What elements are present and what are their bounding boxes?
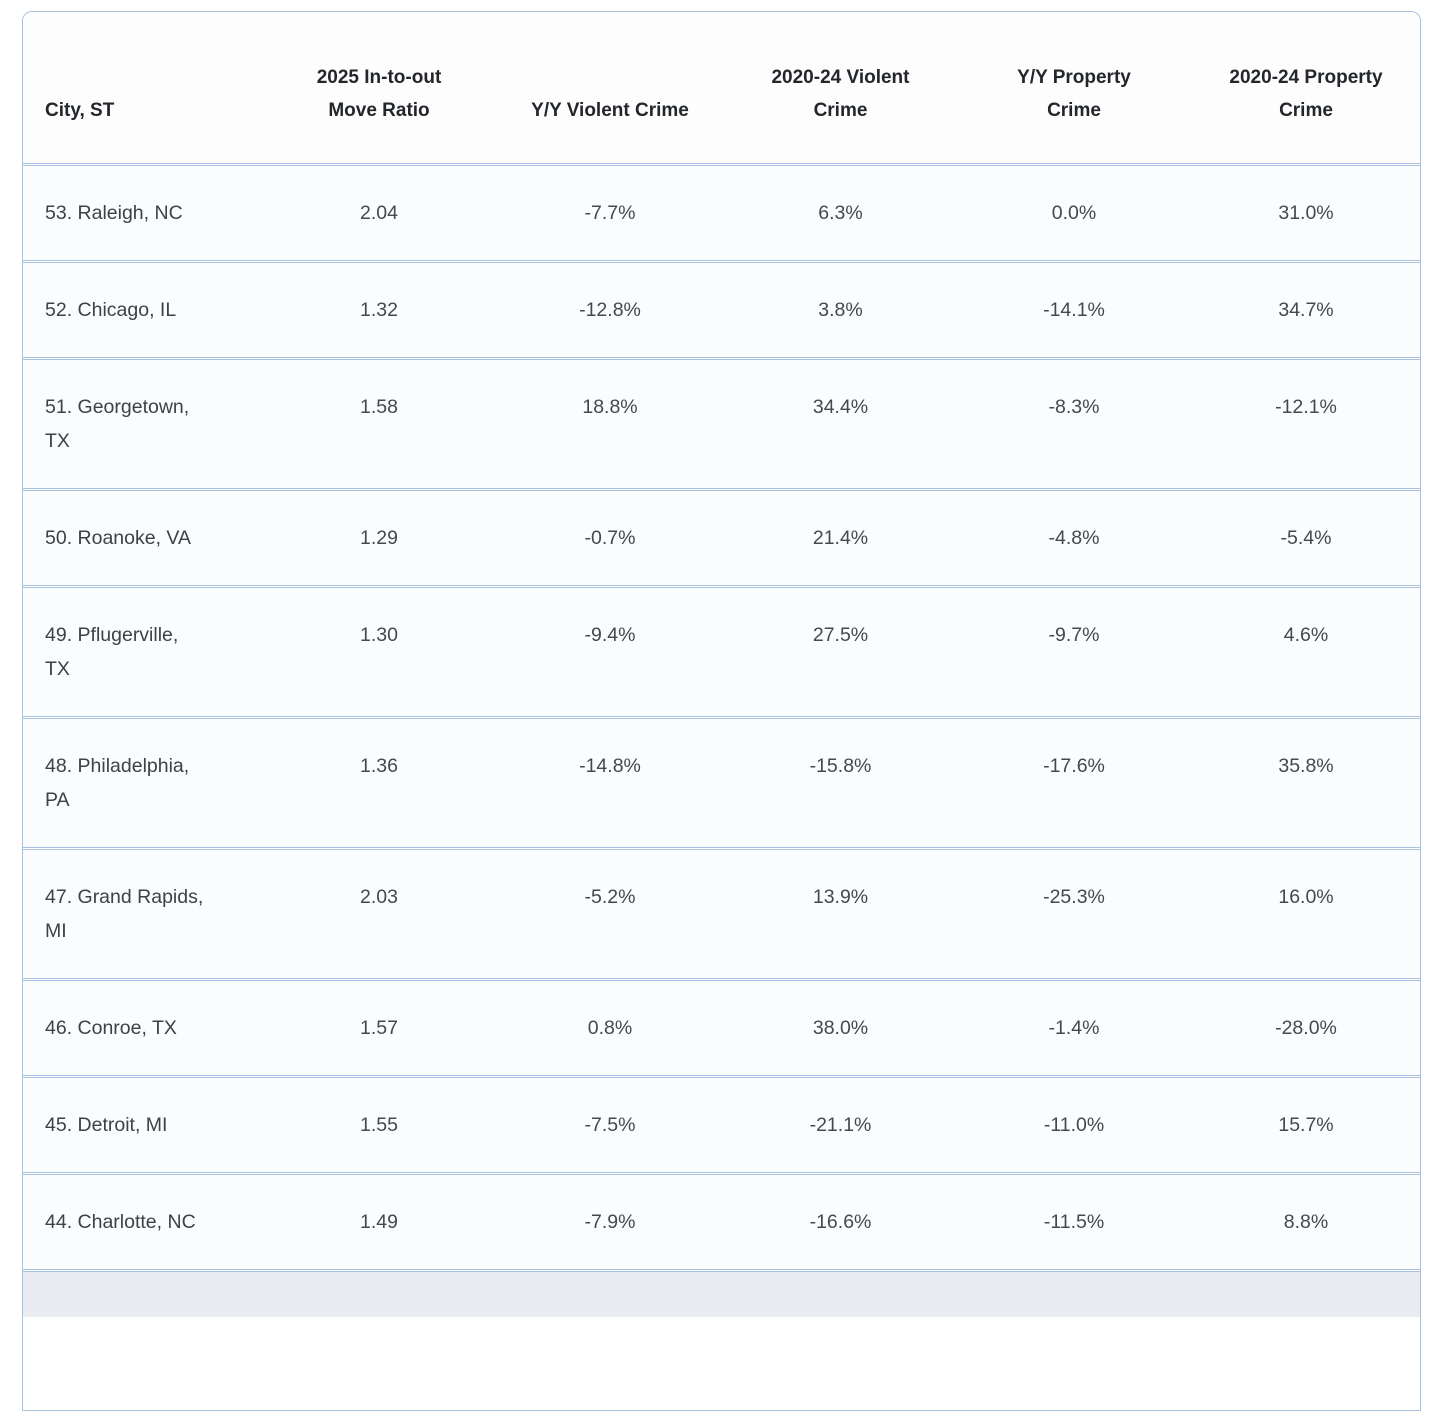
violent-crime-2020-24-cell: 34.4% bbox=[725, 359, 956, 489]
table-row: 46. Conroe, TX 1.57 0.8% 38.0% -1.4% -28.0% bbox=[23, 980, 1420, 1076]
column-header-2020-24-property-crime: 2020-24 Property Crime bbox=[1192, 13, 1420, 164]
table-header: City, ST 2025 In-to-out Move Ratio Y/Y V… bbox=[23, 13, 1420, 164]
violent-crime-2020-24-cell: 38.0% bbox=[725, 980, 956, 1076]
move-ratio-cell: 1.58 bbox=[263, 359, 495, 489]
partial-next-row-cell bbox=[23, 1271, 1420, 1317]
column-header-2020-24-violent-crime: 2020-24 Violent Crime bbox=[725, 13, 956, 164]
move-ratio-cell: 1.57 bbox=[263, 980, 495, 1076]
property-crime-2020-24-cell: 31.0% bbox=[1192, 165, 1420, 261]
yy-violent-crime-cell: -14.8% bbox=[495, 718, 725, 848]
property-crime-2020-24-cell: 8.8% bbox=[1192, 1174, 1420, 1270]
yy-violent-crime-cell: -9.4% bbox=[495, 587, 725, 717]
move-ratio-cell: 1.29 bbox=[263, 490, 495, 586]
crime-table: City, ST 2025 In-to-out Move Ratio Y/Y V… bbox=[23, 12, 1420, 1318]
property-crime-2020-24-cell: 35.8% bbox=[1192, 718, 1420, 848]
property-crime-2020-24-cell: 15.7% bbox=[1192, 1077, 1420, 1173]
table-row: 45. Detroit, MI 1.55 -7.5% -21.1% -11.0% 15.7… bbox=[23, 1077, 1420, 1173]
move-ratio-cell: 1.55 bbox=[263, 1077, 495, 1173]
table-row: 50. Roanoke, VA 1.29 -0.7% 21.4% -4.8% -5.4% bbox=[23, 490, 1420, 586]
column-header-yy-property-crime: Y/Y Property Crime bbox=[956, 13, 1192, 164]
yy-property-crime-cell: -9.7% bbox=[956, 587, 1192, 717]
yy-violent-crime-cell: 0.8% bbox=[495, 980, 725, 1076]
city-cell: 50. Roanoke, VA bbox=[23, 490, 263, 586]
city-cell: 44. Charlotte, NC bbox=[23, 1174, 263, 1270]
property-crime-2020-24-cell: -28.0% bbox=[1192, 980, 1420, 1076]
yy-violent-crime-cell: -5.2% bbox=[495, 849, 725, 979]
column-header-yy-violent-crime: Y/Y Violent Crime bbox=[495, 13, 725, 164]
yy-violent-crime-cell: -7.5% bbox=[495, 1077, 725, 1173]
property-crime-2020-24-cell: 16.0% bbox=[1192, 849, 1420, 979]
table-row: 48. Philadelphia, PA 1.36 -14.8% -15.8% -17.… bbox=[23, 718, 1420, 848]
move-ratio-cell: 1.49 bbox=[263, 1174, 495, 1270]
city-cell: 46. Conroe, TX bbox=[23, 980, 263, 1076]
move-ratio-cell: 2.03 bbox=[263, 849, 495, 979]
table-row: 52. Chicago, IL 1.32 -12.8% 3.8% -14.1% 34.7% bbox=[23, 262, 1420, 358]
table-row: 51. Georgetown, TX 1.58 18.8% 34.4% -8.3% -12… bbox=[23, 359, 1420, 489]
column-header-city: City, ST bbox=[23, 13, 263, 164]
city-cell: 51. Georgetown, TX bbox=[23, 359, 263, 489]
yy-property-crime-cell: -11.0% bbox=[956, 1077, 1192, 1173]
property-crime-2020-24-cell: -12.1% bbox=[1192, 359, 1420, 489]
move-ratio-cell: 1.32 bbox=[263, 262, 495, 358]
column-header-move-ratio: 2025 In-to-out Move Ratio bbox=[263, 13, 495, 164]
city-cell: 53. Raleigh, NC bbox=[23, 165, 263, 261]
table-row: 49. Pflugerville, TX 1.30 -9.4% 27.5% -9.7% 4… bbox=[23, 587, 1420, 717]
violent-crime-2020-24-cell: 6.3% bbox=[725, 165, 956, 261]
yy-property-crime-cell: -4.8% bbox=[956, 490, 1192, 586]
yy-violent-crime-cell: -7.7% bbox=[495, 165, 725, 261]
violent-crime-2020-24-cell: 3.8% bbox=[725, 262, 956, 358]
yy-violent-crime-cell: -12.8% bbox=[495, 262, 725, 358]
violent-crime-2020-24-cell: 27.5% bbox=[725, 587, 956, 717]
yy-property-crime-cell: -14.1% bbox=[956, 262, 1192, 358]
yy-property-crime-cell: -11.5% bbox=[956, 1174, 1192, 1270]
violent-crime-2020-24-cell: -16.6% bbox=[725, 1174, 956, 1270]
table-row: 53. Raleigh, NC 2.04 -7.7% 6.3% 0.0% 31.0% bbox=[23, 165, 1420, 261]
yy-property-crime-cell: -25.3% bbox=[956, 849, 1192, 979]
yy-violent-crime-cell: -7.9% bbox=[495, 1174, 725, 1270]
header-row: City, ST 2025 In-to-out Move Ratio Y/Y V… bbox=[23, 13, 1420, 164]
city-cell: 48. Philadelphia, PA bbox=[23, 718, 263, 848]
violent-crime-2020-24-cell: 13.9% bbox=[725, 849, 956, 979]
city-cell: 49. Pflugerville, TX bbox=[23, 587, 263, 717]
violent-crime-2020-24-cell: -15.8% bbox=[725, 718, 956, 848]
table-body: 53. Raleigh, NC 2.04 -7.7% 6.3% 0.0% 31.0% 52.… bbox=[23, 165, 1420, 1317]
table-card: City, ST 2025 In-to-out Move Ratio Y/Y V… bbox=[22, 11, 1421, 1411]
property-crime-2020-24-cell: 34.7% bbox=[1192, 262, 1420, 358]
violent-crime-2020-24-cell: -21.1% bbox=[725, 1077, 956, 1173]
yy-violent-crime-cell: 18.8% bbox=[495, 359, 725, 489]
move-ratio-cell: 1.30 bbox=[263, 587, 495, 717]
city-cell: 52. Chicago, IL bbox=[23, 262, 263, 358]
yy-property-crime-cell: 0.0% bbox=[956, 165, 1192, 261]
table-row: 47. Grand Rapids, MI 2.03 -5.2% 13.9% -25.3%… bbox=[23, 849, 1420, 979]
table-row: 44. Charlotte, NC 1.49 -7.9% -16.6% -11.5% 8.… bbox=[23, 1174, 1420, 1270]
property-crime-2020-24-cell: -5.4% bbox=[1192, 490, 1420, 586]
city-cell: 45. Detroit, MI bbox=[23, 1077, 263, 1173]
yy-violent-crime-cell: -0.7% bbox=[495, 490, 725, 586]
city-cell: 47. Grand Rapids, MI bbox=[23, 849, 263, 979]
violent-crime-2020-24-cell: 21.4% bbox=[725, 490, 956, 586]
property-crime-2020-24-cell: 4.6% bbox=[1192, 587, 1420, 717]
yy-property-crime-cell: -1.4% bbox=[956, 980, 1192, 1076]
move-ratio-cell: 1.36 bbox=[263, 718, 495, 848]
yy-property-crime-cell: -17.6% bbox=[956, 718, 1192, 848]
yy-property-crime-cell: -8.3% bbox=[956, 359, 1192, 489]
move-ratio-cell: 2.04 bbox=[263, 165, 495, 261]
partial-next-row bbox=[23, 1271, 1420, 1317]
